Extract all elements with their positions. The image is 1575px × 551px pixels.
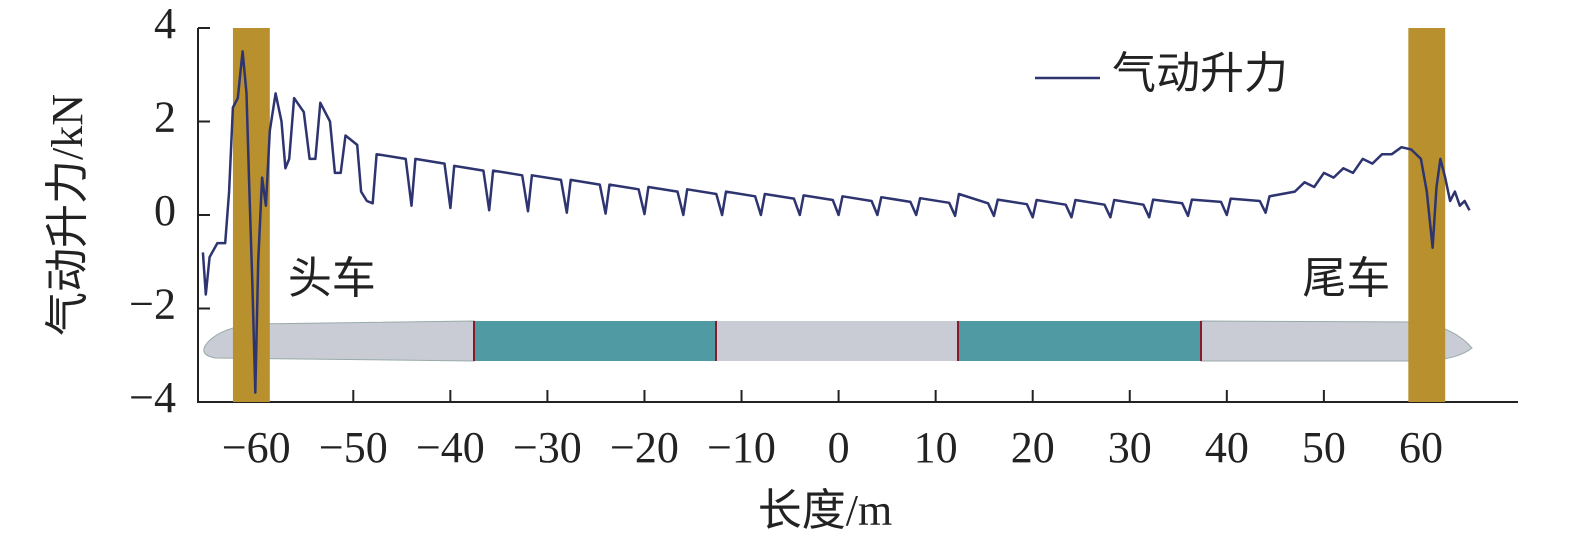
- x-tick-label: 20: [1011, 423, 1055, 472]
- y-axis-label: 气动升力/kN: [43, 94, 92, 336]
- region-label: 尾车: [1302, 254, 1390, 303]
- train-car: [958, 321, 1201, 361]
- x-tick-label: 0: [828, 423, 850, 472]
- x-tick-label: 30: [1108, 423, 1152, 472]
- x-tick-label: 60: [1399, 423, 1443, 472]
- x-tick-label: 40: [1205, 423, 1249, 472]
- legend-label: 气动升力: [1112, 49, 1288, 98]
- x-tick-label: 10: [914, 423, 958, 472]
- data-line: [201, 50, 1471, 394]
- y-tick-label: 4: [154, 0, 176, 48]
- train: [203, 320, 1473, 362]
- x-tick-label: −30: [513, 423, 582, 472]
- y-tick-label: 2: [154, 93, 176, 142]
- x-tick-label: −40: [416, 423, 485, 472]
- region-label: 头车: [288, 254, 376, 303]
- x-tick-label: −10: [707, 423, 776, 472]
- train-car: [474, 321, 716, 361]
- train-car: [716, 321, 958, 361]
- y-tick-label: −4: [129, 373, 176, 422]
- car-joints: [473, 321, 1202, 361]
- x-tick-label: −50: [319, 423, 388, 472]
- x-axis-label: 长度/m: [758, 486, 892, 535]
- x-tick-label: −20: [610, 423, 679, 472]
- x-tick-label: 50: [1302, 423, 1346, 472]
- y-tick-label: 0: [154, 186, 176, 235]
- y-tick-label: −2: [129, 280, 176, 329]
- region-band: [1408, 28, 1446, 402]
- x-tick-label: −60: [222, 423, 291, 472]
